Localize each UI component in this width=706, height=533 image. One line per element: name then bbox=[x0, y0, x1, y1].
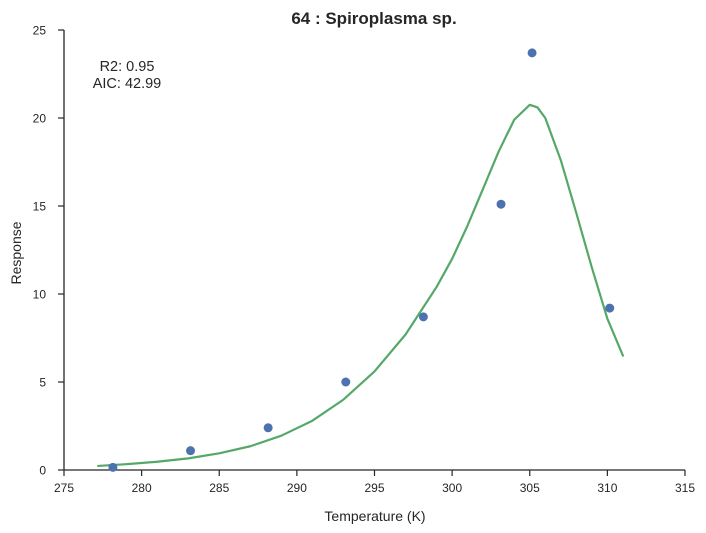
y-tick-label: 15 bbox=[33, 200, 47, 214]
y-tick-label: 5 bbox=[39, 376, 46, 390]
x-tick-label: 275 bbox=[54, 481, 74, 495]
y-axis-ticks: 0 5 10 15 20 25 bbox=[33, 24, 64, 478]
x-tick-label: 280 bbox=[132, 481, 152, 495]
data-point bbox=[341, 377, 351, 387]
data-point bbox=[418, 312, 428, 322]
y-tick-label: 10 bbox=[33, 288, 47, 302]
y-tick-label: 25 bbox=[33, 24, 47, 38]
fitted-curve-line bbox=[97, 103, 624, 468]
y-tick-label: 0 bbox=[39, 464, 46, 478]
data-point bbox=[263, 423, 273, 433]
x-axis-ticks: 275 280 285 290 295 300 305 310 315 bbox=[54, 470, 695, 495]
x-tick-label: 290 bbox=[287, 481, 307, 495]
x-tick-label: 310 bbox=[597, 481, 617, 495]
y-axis-label: Response bbox=[8, 221, 24, 284]
data-point bbox=[605, 303, 615, 313]
data-point bbox=[527, 48, 537, 58]
data-point bbox=[496, 199, 506, 209]
x-axis-label: Temperature (K) bbox=[324, 508, 425, 524]
x-tick-label: 315 bbox=[675, 481, 695, 495]
x-tick-label: 305 bbox=[520, 481, 540, 495]
x-tick-label: 285 bbox=[209, 481, 229, 495]
y-tick-label: 20 bbox=[33, 112, 47, 126]
aic-annotation: AIC: 42.99 bbox=[93, 76, 162, 92]
r2-annotation: R2: 0.95 bbox=[100, 59, 155, 75]
data-point bbox=[186, 446, 196, 456]
series-layer bbox=[97, 48, 624, 472]
axes bbox=[63, 30, 685, 471]
x-tick-label: 295 bbox=[364, 481, 384, 495]
x-tick-label: 300 bbox=[442, 481, 462, 495]
data-point bbox=[108, 462, 118, 472]
chart-title: 64 : Spiroplasma sp. bbox=[291, 9, 456, 28]
annotations: R2: 0.95 AIC: 42.99 bbox=[93, 59, 162, 92]
